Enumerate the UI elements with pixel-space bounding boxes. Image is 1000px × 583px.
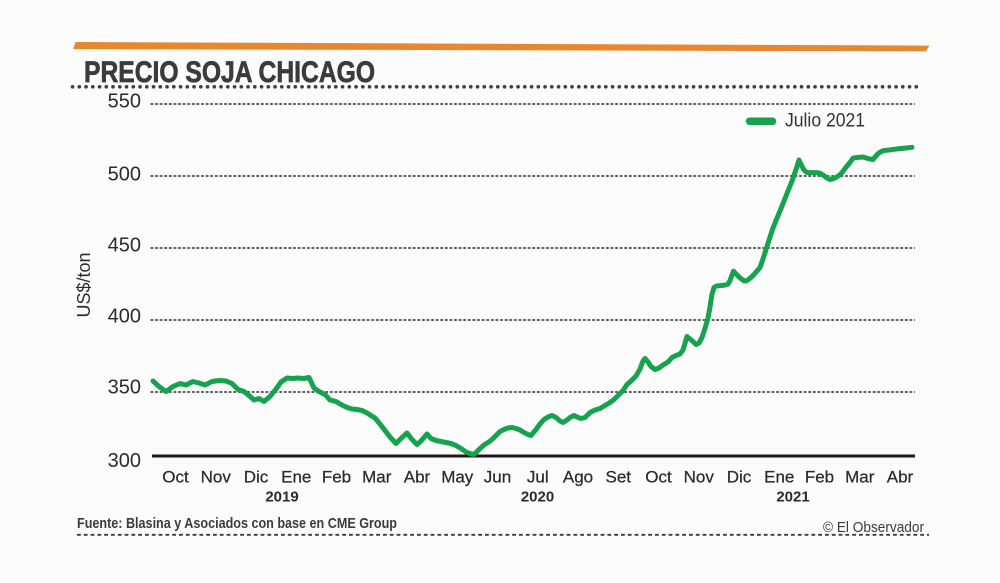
svg-text:Feb: Feb: [322, 468, 351, 487]
svg-text:Dic: Dic: [727, 468, 752, 487]
svg-text:300: 300: [108, 450, 141, 472]
svg-text:Jun: Jun: [484, 468, 511, 487]
svg-text:Nov: Nov: [201, 468, 232, 487]
svg-text:Ene: Ene: [281, 468, 311, 487]
svg-text:Fuente: Blasina y Asociados co: Fuente: Blasina y Asociados con base en …: [77, 515, 397, 532]
svg-text:500: 500: [108, 163, 141, 185]
svg-text:© El Observador: © El Observador: [823, 519, 924, 536]
svg-text:Dic: Dic: [244, 468, 269, 487]
svg-text:Feb: Feb: [805, 468, 834, 487]
svg-text:Abr: Abr: [887, 468, 914, 487]
svg-text:Nov: Nov: [684, 468, 715, 487]
svg-text:350: 350: [108, 376, 141, 398]
svg-text:Abr: Abr: [404, 468, 431, 487]
svg-text:Jul: Jul: [527, 468, 549, 487]
svg-text:2020: 2020: [521, 489, 554, 506]
svg-text:Mar: Mar: [362, 468, 392, 487]
svg-text:PRECIO SOJA CHICAGO: PRECIO SOJA CHICAGO: [84, 56, 375, 89]
svg-text:Mar: Mar: [845, 468, 875, 487]
svg-text:US$/ton: US$/ton: [74, 252, 94, 317]
svg-text:450: 450: [108, 234, 141, 256]
svg-text:2019: 2019: [265, 489, 298, 506]
svg-text:Julio 2021: Julio 2021: [785, 110, 865, 132]
svg-text:Ene: Ene: [764, 468, 794, 487]
svg-text:2021: 2021: [776, 489, 809, 506]
svg-text:Oct: Oct: [162, 468, 189, 487]
svg-text:May: May: [441, 468, 474, 487]
svg-text:Set: Set: [605, 468, 631, 487]
svg-text:Ago: Ago: [563, 468, 593, 487]
svg-text:550: 550: [108, 90, 141, 112]
svg-text:Oct: Oct: [645, 468, 672, 487]
svg-text:400: 400: [108, 305, 141, 327]
